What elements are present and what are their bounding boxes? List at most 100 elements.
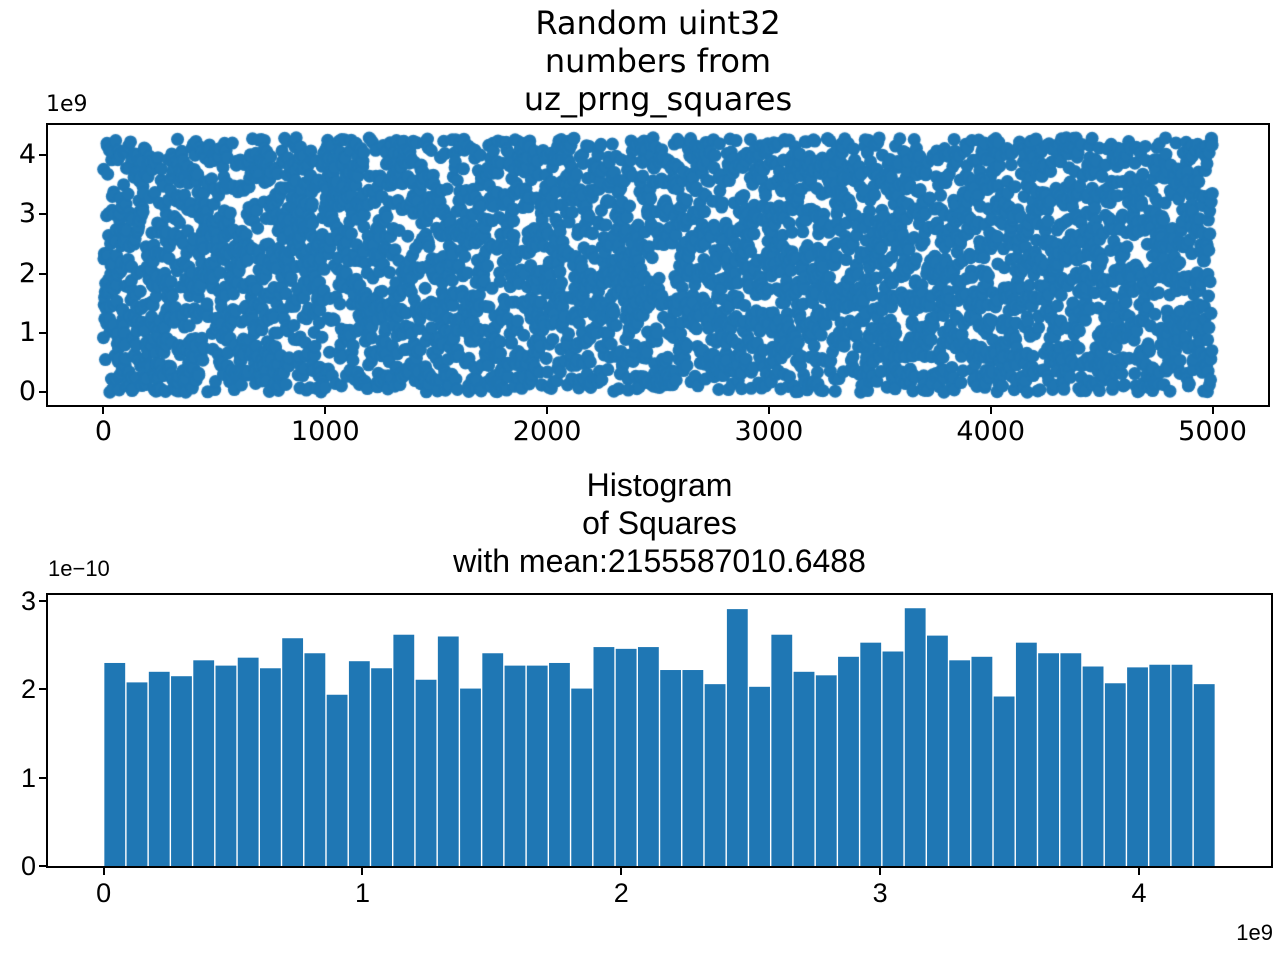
- histogram-bar: [282, 638, 304, 866]
- histogram-bar: [549, 662, 570, 866]
- histogram-bar: [571, 688, 593, 866]
- histogram-bar: [171, 676, 192, 866]
- histogram-bars: [104, 608, 1215, 866]
- histogram-bar: [771, 634, 793, 866]
- histogram-bar: [348, 661, 370, 866]
- histogram-bar: [415, 679, 437, 866]
- histogram-bar: [993, 696, 1015, 866]
- histogram-bar: [704, 684, 726, 866]
- histogram-bar: [1038, 653, 1060, 866]
- histogram-bar: [615, 648, 637, 866]
- hist-y-tick-mark: [39, 776, 46, 779]
- scatter-x-tick-label: 3000: [734, 416, 804, 447]
- hist-y-tick-label: 2: [20, 674, 36, 705]
- histogram-bar: [148, 671, 170, 866]
- histogram-axes: [46, 593, 1273, 868]
- histogram-bar: [504, 665, 526, 866]
- scatter-points-canvas: [48, 125, 1268, 405]
- scatter-x-tick-mark: [1211, 407, 1214, 414]
- scatter-x-tick-label: 4000: [956, 416, 1026, 447]
- scatter-y-tick-mark: [39, 213, 46, 216]
- scatter-y-tick-label: 4: [18, 139, 36, 171]
- histogram-bar: [1082, 666, 1104, 866]
- scatter-x-tick-label: 1000: [290, 416, 360, 447]
- hist-x-tick-label: 2: [613, 878, 629, 908]
- histogram-bar: [749, 686, 770, 866]
- histogram-bar: [682, 670, 704, 866]
- scatter-y-tick-mark: [39, 391, 46, 394]
- scatter-y-tick-label: 0: [18, 376, 36, 408]
- histogram-bar: [660, 670, 682, 866]
- hist-x-tick-mark: [1137, 868, 1140, 875]
- histogram-bar: [304, 653, 326, 866]
- histogram-bar: [215, 665, 237, 866]
- histogram-bar: [726, 609, 748, 866]
- histogram-bar: [949, 660, 971, 866]
- hist-x-tick-mark: [361, 868, 364, 875]
- histogram-bar: [460, 688, 481, 866]
- histogram-bar: [526, 665, 548, 866]
- scatter-x-tick-mark: [989, 407, 992, 414]
- histogram-bar: [193, 660, 215, 866]
- histogram-bar: [904, 608, 926, 866]
- scatter-x-tick-label: 5000: [1178, 416, 1247, 447]
- histogram-bar: [126, 682, 148, 866]
- scatter-y-tick-mark: [39, 332, 46, 334]
- scatter-x-tick-label: 2000: [512, 416, 582, 447]
- histogram-bar: [1149, 664, 1171, 866]
- scatter-y-tick-label: 1: [18, 317, 36, 348]
- hist-x-tick-mark: [879, 868, 882, 875]
- histogram-bar: [482, 653, 504, 866]
- histogram-bar: [593, 647, 615, 866]
- histogram-bar: [393, 634, 415, 866]
- histogram-bar: [815, 675, 837, 866]
- histogram-bar: [1060, 653, 1082, 866]
- scatter-plot-title: Random uint32 numbers from uz_prng_squar…: [523, 4, 793, 118]
- scatter-y-axis-offset-label: 1e9: [46, 92, 88, 117]
- histogram-bar: [1015, 642, 1037, 866]
- scatter-y-tick-mark: [39, 154, 46, 157]
- histogram-bar: [971, 656, 993, 866]
- histogram-y-axis-offset-label: 1e−10: [48, 556, 110, 581]
- histogram-bar: [437, 636, 459, 866]
- scatter-y-tick-mark: [39, 272, 46, 275]
- histogram-bar: [860, 642, 882, 866]
- histogram-bar: [927, 635, 948, 866]
- hist-x-tick-label: 4: [1131, 878, 1147, 908]
- histogram-bar: [793, 671, 815, 866]
- histogram-x-axis-offset-label: 1e9: [1236, 920, 1273, 945]
- histogram-bar: [1171, 664, 1193, 866]
- histogram-bar: [1127, 667, 1148, 866]
- scatter-x-tick-label: 0: [94, 416, 113, 447]
- hist-x-tick-label: 3: [872, 878, 888, 908]
- histogram-bar: [637, 647, 659, 866]
- hist-y-tick-mark: [39, 600, 46, 603]
- histogram-bar: [1193, 684, 1215, 866]
- histogram-bar: [104, 662, 126, 866]
- histogram-bar: [1104, 683, 1126, 866]
- scatter-x-tick-mark: [767, 407, 770, 414]
- histogram-bar: [259, 668, 281, 866]
- scatter-axes: [46, 123, 1270, 407]
- scatter-y-tick-label: 2: [18, 257, 36, 289]
- hist-y-tick-label: 3: [20, 586, 36, 617]
- histogram-bar: [237, 657, 259, 866]
- hist-x-tick-mark: [620, 868, 623, 875]
- histogram-bar: [371, 668, 392, 866]
- hist-x-tick-mark: [102, 868, 105, 875]
- scatter-y-tick-label: 3: [18, 198, 36, 230]
- hist-y-tick-label: 0: [20, 851, 36, 881]
- histogram-bar: [838, 656, 859, 866]
- hist-x-tick-label: 1: [354, 878, 370, 908]
- scatter-x-tick-mark: [546, 407, 549, 414]
- scatter-x-tick-mark: [324, 407, 327, 414]
- histogram-bar: [326, 694, 348, 866]
- histogram-title: Histogram of Squares with mean:215558701…: [453, 467, 866, 579]
- histogram-bar: [882, 651, 904, 866]
- scatter-x-tick-mark: [102, 407, 105, 414]
- hist-y-tick-mark: [39, 865, 46, 867]
- hist-x-tick-label: 0: [96, 878, 112, 908]
- hist-y-tick-label: 1: [20, 762, 36, 793]
- hist-y-tick-mark: [39, 688, 46, 691]
